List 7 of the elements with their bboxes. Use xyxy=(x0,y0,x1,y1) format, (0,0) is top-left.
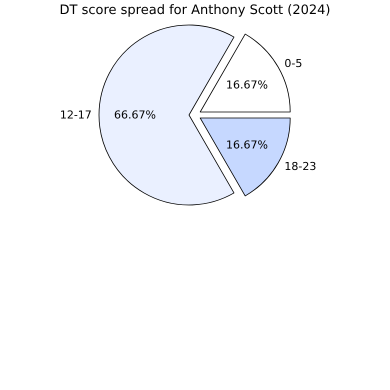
chart-title: DT score spread for Anthony Scott (2024) xyxy=(60,3,330,18)
data-label: 16.67% xyxy=(226,78,268,92)
slice-label: 12-17 xyxy=(60,108,92,122)
slice-label: 18-23 xyxy=(284,160,316,174)
slice-label: 0-5 xyxy=(284,56,302,70)
data-label: 16.67% xyxy=(226,138,268,152)
data-label: 66.67% xyxy=(114,108,156,122)
